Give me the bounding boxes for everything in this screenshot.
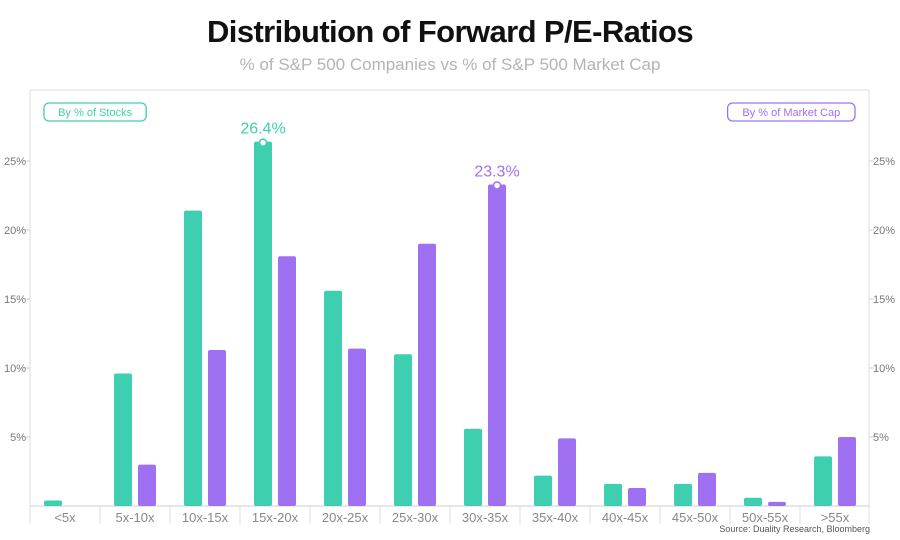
annotation-label: 26.4%: [240, 121, 285, 138]
bar-market-cap: [628, 488, 646, 506]
x-tick-label: 35x-40x: [532, 510, 579, 525]
bar-stocks: [44, 500, 62, 506]
y-tick-label-right: 20%: [873, 225, 895, 237]
chart-title: Distribution of Forward P/E-Ratios: [207, 14, 694, 49]
y-tick-label-left: 5%: [10, 432, 26, 444]
annotation-marker: [258, 138, 268, 147]
bar-market-cap: [418, 243, 436, 507]
x-tick-label: 45x-50x: [672, 510, 719, 525]
bar-stocks: [744, 497, 762, 506]
x-tick-label: 25x-30x: [392, 510, 439, 525]
x-tick-label: 30x-35x: [462, 510, 509, 525]
y-tick-label-right: 10%: [873, 363, 895, 375]
bar-stocks: [604, 483, 622, 506]
bar-market-cap: [698, 472, 716, 506]
y-tick-label-left: 20%: [4, 225, 26, 237]
y-tick-label-left: 25%: [4, 156, 26, 168]
x-tick-label: >55x: [821, 510, 850, 525]
bar-market-cap: [278, 256, 296, 506]
annotation-label: 23.3%: [474, 163, 519, 180]
bar-stocks: [324, 290, 342, 506]
bar-stocks: [674, 483, 692, 506]
annotation-marker: [492, 181, 502, 190]
bar-market-cap: [558, 438, 576, 506]
x-tick-label: 50x-55x: [742, 510, 789, 525]
bar-market-cap: [348, 348, 366, 506]
bar-stocks: [534, 475, 552, 506]
bar-market-cap: [768, 501, 786, 506]
x-tick-label: 5x-10x: [115, 510, 155, 525]
bar-market-cap: [208, 350, 226, 506]
bar-stocks: [394, 354, 412, 506]
y-tick-label-left: 10%: [4, 363, 26, 375]
bar-stocks: [184, 210, 202, 506]
bar-stocks: [114, 373, 132, 506]
x-tick-label: 40x-45x: [602, 510, 649, 525]
x-tick-label: 15x-20x: [252, 510, 299, 525]
x-tick-label: 10x-15x: [182, 510, 229, 525]
x-tick-label: 20x-25x: [322, 510, 369, 525]
chart-subtitle: % of S&P 500 Companies vs % of S&P 500 M…: [239, 55, 661, 74]
x-tick-label: <5x: [54, 510, 76, 525]
bar-market-cap: [488, 184, 506, 506]
bar-market-cap: [838, 437, 856, 506]
bar-stocks: [254, 141, 272, 506]
legend-stocks-label: By % of Stocks: [58, 107, 132, 119]
y-tick-label-right: 25%: [873, 156, 895, 168]
bar-stocks: [464, 428, 482, 506]
legend-market-cap-label: By % of Market Cap: [742, 107, 840, 119]
y-tick-label-right: 15%: [873, 294, 895, 306]
source-note: Source: Duality Research, Bloomberg: [719, 524, 870, 534]
y-tick-label-right: 5%: [873, 432, 889, 444]
legend-market-cap-box: [726, 102, 856, 122]
bar-market-cap: [138, 464, 156, 506]
legend-stocks-box: [43, 102, 147, 122]
y-tick-label-left: 15%: [4, 294, 26, 306]
bar-stocks: [814, 456, 832, 506]
